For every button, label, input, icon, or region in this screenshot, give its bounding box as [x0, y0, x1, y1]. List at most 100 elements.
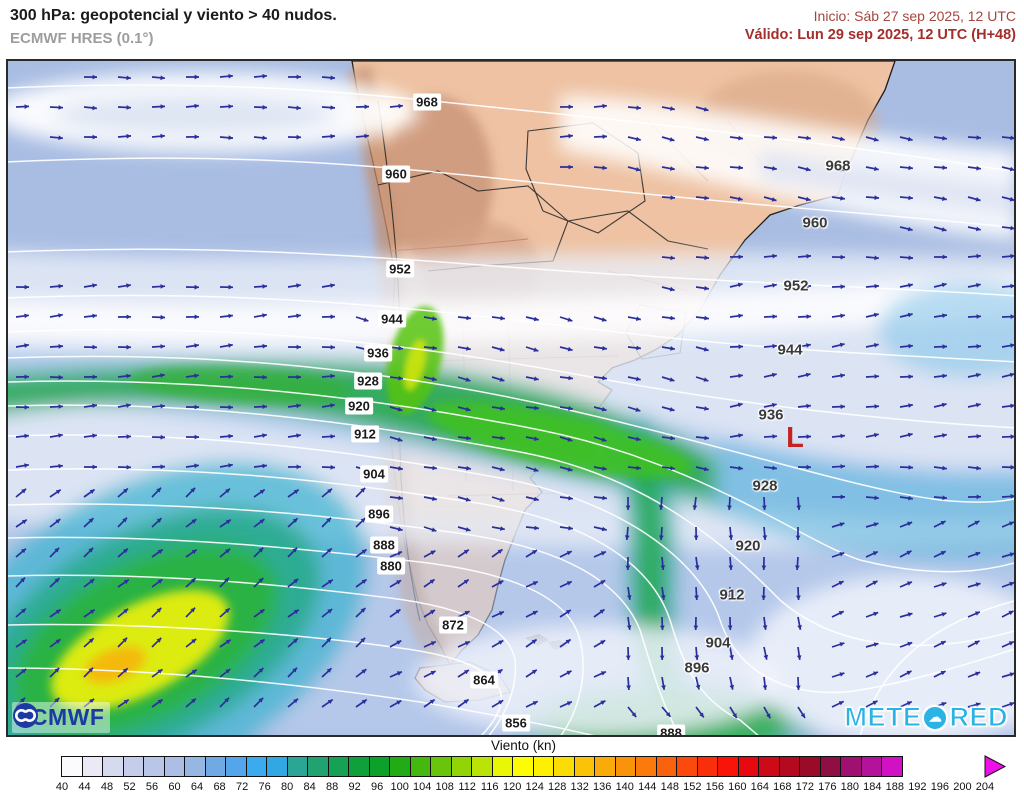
legend-tick: 188 — [885, 781, 905, 793]
ecmwf-logo: ECMWF — [12, 702, 111, 733]
page-title: 300 hPa: geopotencial y viento > 40 nudo… — [10, 7, 337, 24]
colorbar-cell — [614, 756, 636, 777]
legend-tick: 40 — [55, 781, 69, 793]
legend-tick: 184 — [863, 781, 882, 793]
colorbar-cell — [635, 756, 657, 777]
colorbar-cell — [655, 756, 677, 777]
colorbar-cell — [778, 756, 800, 777]
contour-label: 952 — [386, 260, 414, 278]
colorbar-cell — [860, 756, 882, 777]
colorbar-cell — [737, 756, 759, 777]
contour-label: 960 — [382, 165, 410, 183]
geopotential-contours — [8, 84, 1014, 735]
colorbar-cell — [450, 756, 472, 777]
colorbar-cell — [266, 756, 288, 777]
contour-label: 928 — [752, 477, 778, 495]
legend-tick: 76 — [258, 781, 271, 793]
colorbar-cell — [758, 756, 780, 777]
wind-speed-colorbar — [61, 756, 903, 777]
colorbar-cell — [225, 756, 247, 777]
contour-label: 856 — [502, 714, 530, 732]
colorbar-cell — [204, 756, 226, 777]
legend-tick: 176 — [818, 781, 837, 793]
legend-tick: 52 — [123, 781, 136, 793]
contour-label: 888 — [370, 536, 398, 554]
contour-label: 864 — [470, 671, 498, 689]
legend-tick: 56 — [145, 781, 159, 793]
legend-tick: 108 — [435, 781, 454, 793]
contour-label: 912 — [719, 586, 745, 604]
colorbar-cell — [881, 756, 903, 777]
colorbar-cell — [102, 756, 124, 777]
colorbar-arrow-tip — [984, 755, 1007, 778]
colorbar-cell — [122, 756, 144, 777]
legend-tick: 48 — [100, 781, 114, 793]
colorbar-cell — [389, 756, 411, 777]
legend-tick: 152 — [683, 781, 702, 793]
legend-tick: 68 — [213, 781, 226, 793]
ecmwf-icon — [13, 703, 38, 728]
legend-tick: 72 — [235, 781, 249, 793]
wind-arrows — [15, 73, 1014, 719]
contour-label: 872 — [439, 616, 467, 634]
colorbar-cell — [594, 756, 616, 777]
contour-label: 880 — [377, 557, 405, 575]
colorbar-cell — [409, 756, 431, 777]
contour-label: 912 — [351, 425, 379, 443]
colorbar-cell — [286, 756, 308, 777]
contour-label: 936 — [758, 406, 784, 424]
contour-label: 944 — [378, 310, 406, 328]
legend-tick: 164 — [750, 781, 769, 793]
legend-tick: 156 — [705, 781, 724, 793]
meteored-logo: METE RED — [844, 702, 1008, 733]
contour-label: 896 — [365, 505, 393, 523]
contour-label: 920 — [735, 537, 761, 555]
colorbar-cell — [471, 756, 493, 777]
colorbar-cell — [676, 756, 698, 777]
colorbar-cell — [553, 756, 575, 777]
legend-tick: 64 — [190, 781, 204, 793]
legend-tick: 80 — [280, 781, 294, 793]
contour-label: 896 — [684, 659, 710, 677]
valid-datetime: Válido: Lun 29 sep 2025, 12 UTC (H+48) — [744, 27, 1016, 43]
legend-tick: 84 — [303, 781, 316, 793]
model-subtitle: ECMWF HRES (0.1°) — [10, 30, 154, 47]
legend-tick: 136 — [593, 781, 612, 793]
colorbar-cell — [163, 756, 185, 777]
legend-tick: 132 — [570, 781, 589, 793]
legend-tick: 204 — [975, 781, 995, 793]
contour-label: 968 — [413, 93, 441, 111]
meteored-o-icon — [922, 704, 949, 731]
colorbar-cell — [799, 756, 821, 777]
weather-map: 968 960 952 944 936 928 920 912 904 896 888 880 872 8… — [6, 59, 1016, 737]
legend-tick: 168 — [773, 781, 792, 793]
contour-label: 936 — [364, 344, 392, 362]
meteored-text-1: METE — [844, 702, 922, 733]
colorbar-cell — [512, 756, 534, 777]
legend-tick: 196 — [930, 781, 950, 793]
run-datetime: Inicio: Sáb 27 sep 2025, 12 UTC — [813, 8, 1016, 24]
colorbar-cell — [184, 756, 206, 777]
legend-tick: 124 — [525, 781, 544, 793]
contour-label: 944 — [777, 341, 803, 359]
colorbar-cell — [368, 756, 390, 777]
legend-tick: 140 — [615, 781, 634, 793]
legend-tick: 60 — [168, 781, 181, 793]
legend-tick: 116 — [480, 781, 499, 793]
legend-tick: 44 — [78, 781, 91, 793]
legend-tick: 172 — [795, 781, 814, 793]
colorbar-cell — [819, 756, 841, 777]
legend-tick: 112 — [458, 781, 476, 793]
contour-label: 952 — [783, 277, 809, 295]
low-pressure-marker: L — [786, 422, 804, 454]
colorbar-cell — [307, 756, 329, 777]
legend-tick: 160 — [728, 781, 747, 793]
legend-tick: 96 — [371, 781, 384, 793]
legend-tick: 200 — [953, 781, 972, 793]
colorbar-cell — [245, 756, 267, 777]
contour-label: 968 — [825, 157, 851, 175]
colorbar-cell — [532, 756, 554, 777]
legend-tick: 148 — [660, 781, 679, 793]
legend-title: Viento (kn) — [490, 738, 557, 753]
